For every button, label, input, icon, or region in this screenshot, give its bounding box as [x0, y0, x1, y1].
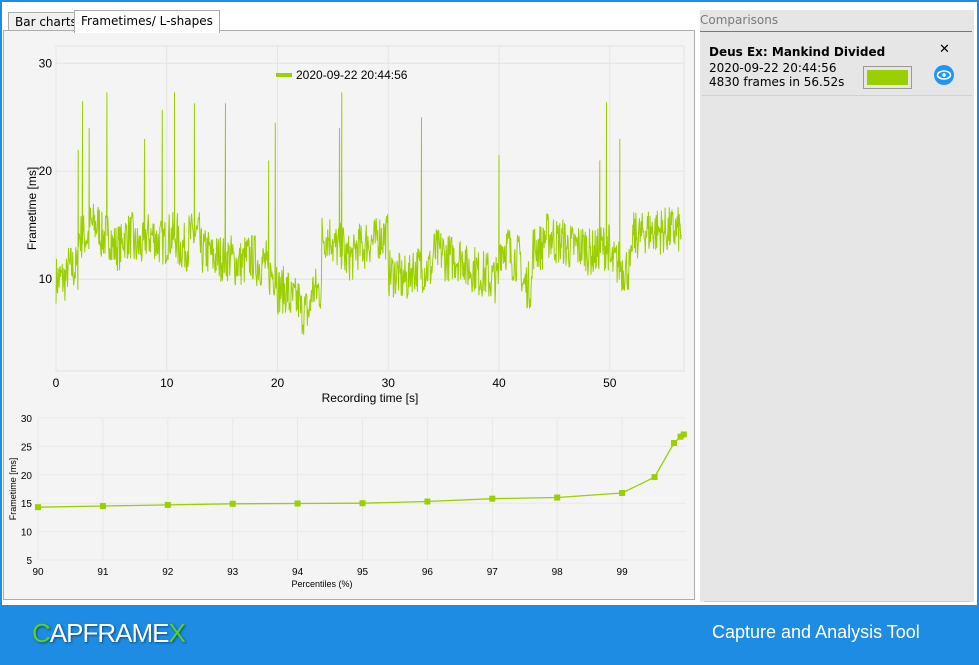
- divider: [704, 601, 970, 602]
- y-tick-label: 20: [21, 471, 33, 482]
- game-name: Deus Ex: Mankind Divided: [709, 45, 886, 59]
- data-point: [35, 504, 41, 511]
- data-point: [164, 501, 171, 508]
- lshape-chart: 90 91 92 93 94 95 96 97 98 99 5 10 15 20 25 30 Percentil…: [8, 414, 687, 589]
- x-tick-label: 91: [97, 567, 109, 578]
- comparisons-panel: Comparisons Deus Ex: Mankind Divided 202…: [700, 10, 974, 602]
- data-point: [554, 494, 561, 501]
- x-tick-label: 99: [617, 567, 629, 578]
- y-axis-label: Frametime [ms]: [25, 167, 39, 250]
- capframex-logo: CAPFRAMEX: [32, 618, 186, 648]
- x-tick-label: 90: [32, 567, 44, 578]
- x-tick-label: 97: [487, 567, 499, 578]
- y-tick-label: 20: [39, 164, 53, 178]
- y-tick-label: 25: [21, 442, 33, 453]
- data-point: [359, 500, 366, 507]
- y-tick-label: 30: [39, 56, 53, 70]
- eye-icon[interactable]: [934, 65, 954, 85]
- tagline: Capture and Analysis Tool: [712, 622, 920, 642]
- y-tick-label: 15: [21, 499, 33, 510]
- data-point: [677, 433, 684, 440]
- x-tick-label: 98: [552, 567, 564, 578]
- x-tick-label: 92: [162, 567, 174, 578]
- frametimes-pane: 0 10 20 30 40 50 10 20 30 Recording time [s] Frame…: [3, 30, 695, 600]
- y-tick-label: 10: [39, 272, 53, 286]
- data-point: [229, 500, 236, 507]
- y-axis-label: Frametime [ms]: [8, 458, 18, 521]
- tab-bar-charts[interactable]: Bar charts: [8, 12, 84, 32]
- data-point: [680, 431, 687, 438]
- x-tick-label: 94: [292, 567, 304, 578]
- frame-count: 4830 frames in 56.52s: [709, 75, 845, 89]
- data-point: [294, 500, 301, 507]
- y-tick-label: 10: [21, 528, 33, 539]
- data-point: [489, 495, 496, 502]
- data-point: [424, 498, 431, 505]
- plot-area: [55, 45, 685, 372]
- legend-label: 2020-09-22 20:44:56: [296, 68, 408, 82]
- x-tick-label: 0: [53, 376, 60, 390]
- data-point: [651, 474, 658, 481]
- x-tick-label: 95: [357, 567, 369, 578]
- close-icon[interactable]: ✕: [939, 42, 950, 57]
- x-tick-label: 30: [382, 376, 396, 390]
- data-point: [99, 503, 106, 510]
- color-picker[interactable]: [863, 66, 912, 89]
- x-tick-label: 93: [227, 567, 239, 578]
- x-tick-label: 20: [271, 376, 285, 390]
- comparisons-header: Comparisons: [700, 10, 972, 32]
- x-tick-label: 96: [422, 567, 434, 578]
- comparison-item[interactable]: Deus Ex: Mankind Divided 2020-09-22 20:4…: [702, 40, 972, 96]
- percentile-line: [37, 433, 685, 508]
- x-tick-label: 10: [160, 376, 174, 390]
- x-tick-label: 50: [603, 376, 617, 390]
- data-point: [619, 489, 626, 496]
- x-axis-label: Percentiles (%): [291, 579, 352, 589]
- y-tick-label: 5: [26, 556, 32, 567]
- frametime-series: [55, 92, 682, 335]
- tab-frametimes[interactable]: Frametimes/ L-shapes: [74, 10, 220, 33]
- x-axis-label: Recording time [s]: [322, 391, 419, 405]
- y-tick-label: 30: [21, 414, 33, 425]
- record-date: 2020-09-22 20:44:56: [709, 61, 837, 75]
- x-tick-label: 40: [492, 376, 506, 390]
- data-point: [671, 439, 678, 446]
